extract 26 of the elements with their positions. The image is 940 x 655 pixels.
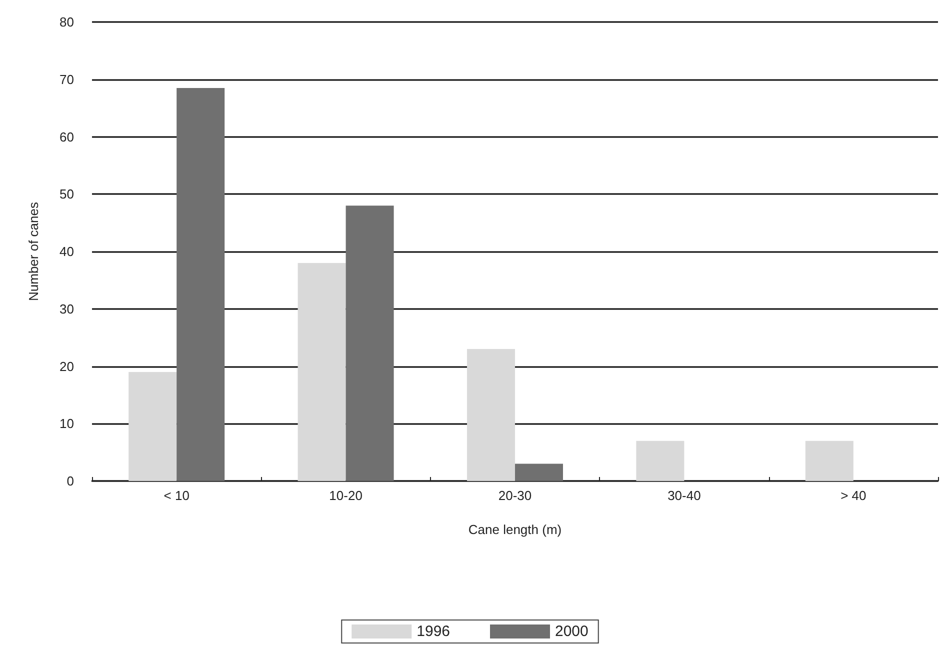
y-tick-label: 50	[60, 186, 74, 202]
bar	[467, 349, 515, 481]
bar	[636, 440, 684, 481]
y-tick-label: 20	[60, 358, 74, 374]
y-tick-label: 0	[66, 474, 74, 488]
bar	[128, 372, 177, 481]
bar	[176, 88, 225, 481]
bar	[298, 262, 346, 481]
y-tick-label: 70	[60, 72, 74, 87]
y-tick-label: 30	[60, 301, 74, 316]
x-axis-title: Cane length (m)	[468, 522, 562, 537]
x-tick-label: < 10	[164, 488, 190, 503]
y-tick-label: 10	[60, 416, 74, 432]
y-tick-label: 80	[60, 14, 74, 30]
legend-label: 2000	[555, 623, 588, 640]
y-tick-label: 60	[60, 129, 74, 144]
x-tick-label: 10-20	[329, 488, 362, 503]
bar	[515, 464, 563, 481]
x-tick-label: > 40	[840, 488, 866, 503]
x-tick-label: 30-40	[668, 488, 701, 503]
y-axis-title: Number of canes	[26, 202, 41, 301]
bar	[805, 440, 854, 481]
bar	[346, 206, 394, 481]
x-tick-label: 20-30	[498, 488, 532, 503]
legend-label: 1996	[416, 623, 450, 640]
y-tick-label: 40	[60, 244, 74, 259]
